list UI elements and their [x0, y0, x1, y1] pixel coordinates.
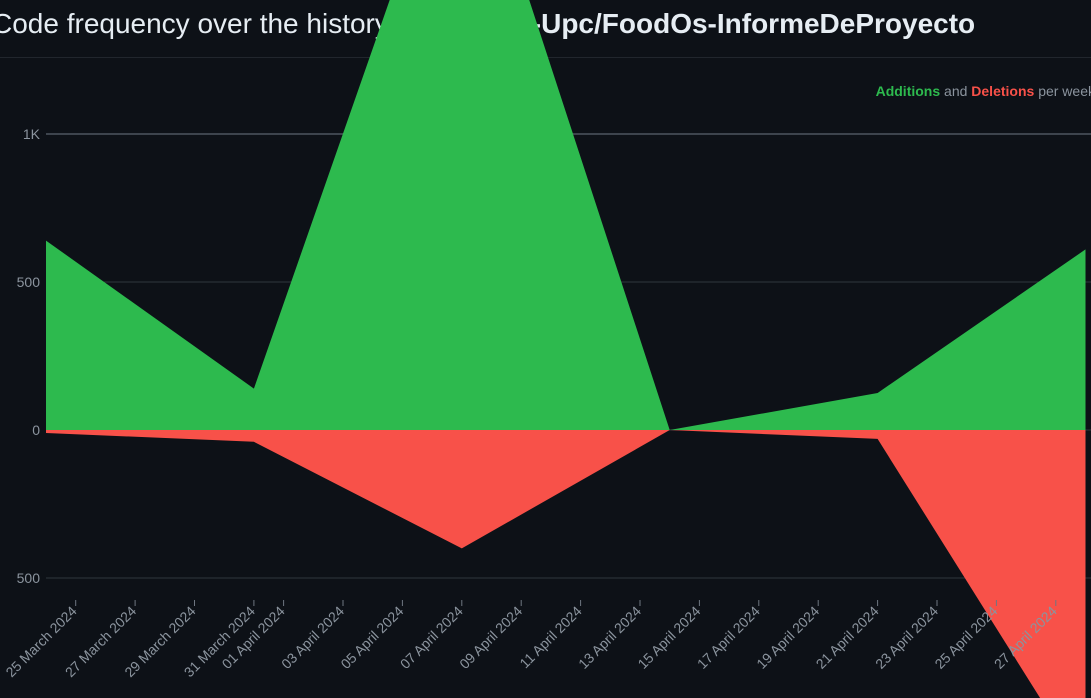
x-tick-label: 23 April 2024 [872, 603, 941, 672]
x-tick-label: 13 April 2024 [575, 603, 644, 672]
x-tick-label: 25 April 2024 [931, 603, 1000, 672]
x-tick-label: 17 April 2024 [694, 603, 763, 672]
x-tick-label: 21 April 2024 [813, 603, 882, 672]
x-tick-label: 03 April 2024 [278, 603, 347, 672]
y-tick-label: 500 [17, 570, 41, 586]
deletions-area [46, 430, 1086, 698]
legend-suffix: per week [1038, 83, 1091, 99]
x-tick-label: 19 April 2024 [753, 603, 822, 672]
x-tick-label: 09 April 2024 [456, 603, 525, 672]
title-prefix: Code frequency over the history of [0, 8, 421, 39]
y-tick-label: 1K [23, 126, 41, 142]
additions-area [46, 0, 1086, 430]
x-tick-label: 05 April 2024 [337, 603, 406, 672]
x-tick-label: 15 April 2024 [634, 603, 703, 672]
y-axis: 2K1.5K1K50005001K [17, 126, 41, 586]
legend-additions: Additions [875, 83, 941, 99]
x-tick-label: 07 April 2024 [397, 603, 466, 672]
chart-legend: Additions and Deletions per week [876, 83, 1091, 99]
y-tick-label: 500 [17, 274, 41, 290]
legend-deletions: Deletions [971, 83, 1035, 99]
area-series [46, 0, 1086, 698]
legend-and: and [944, 83, 968, 99]
y-tick-label: 0 [32, 422, 40, 438]
